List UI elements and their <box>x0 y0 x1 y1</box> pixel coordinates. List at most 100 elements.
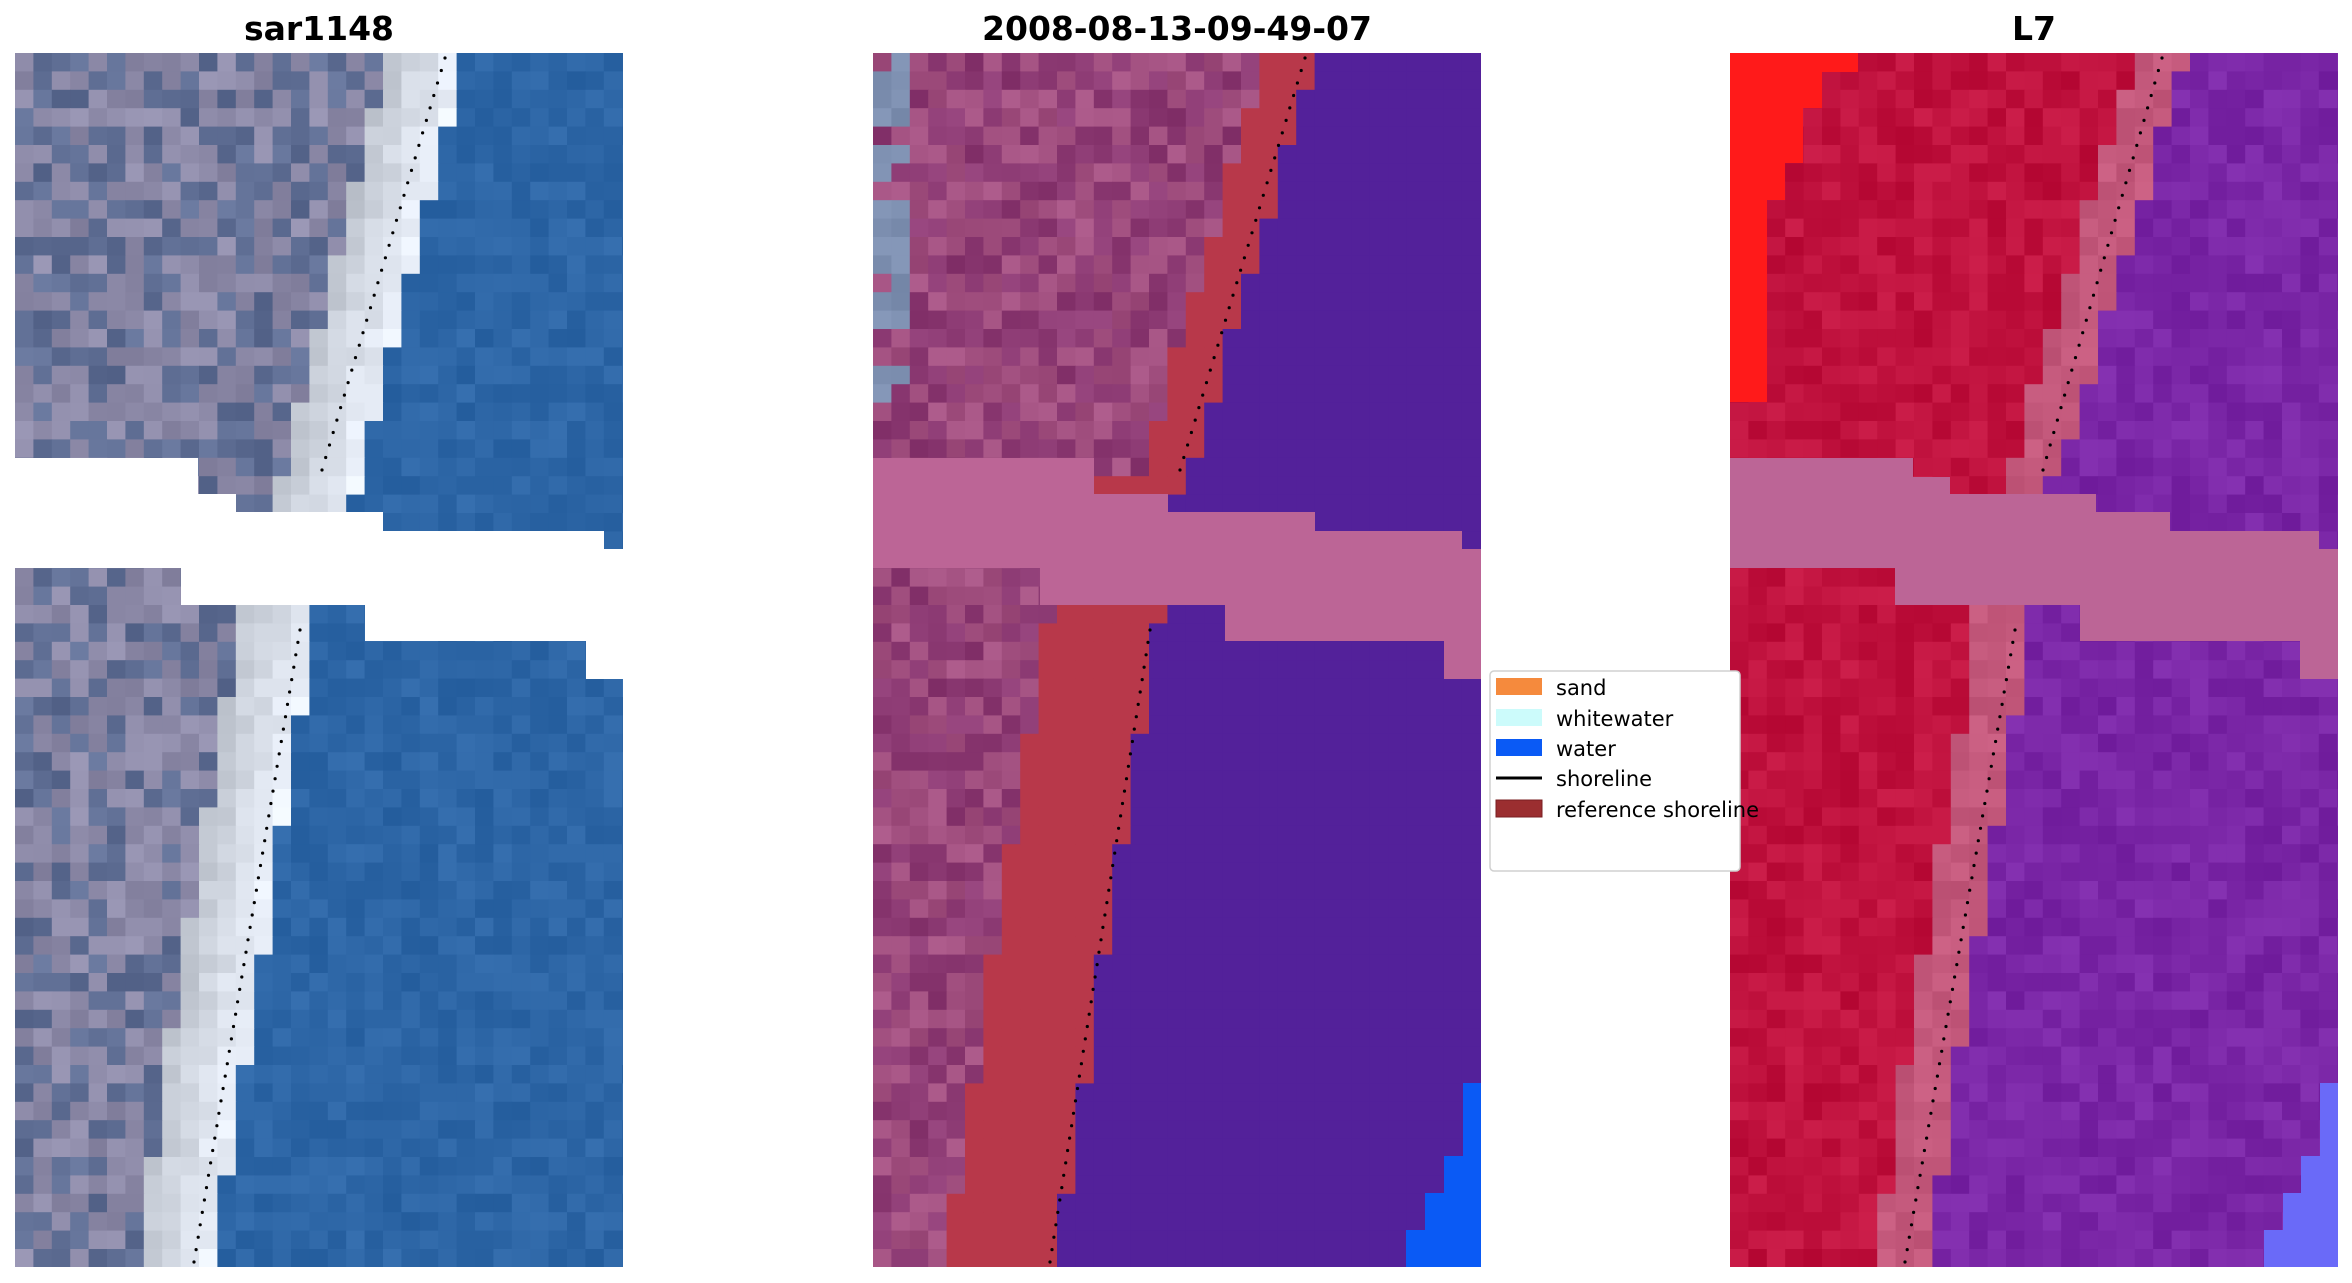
class-pixel <box>1222 237 1242 256</box>
class-pixel <box>1259 89 1279 109</box>
class-pixel <box>1057 200 1076 220</box>
rgb-pixel <box>107 1009 126 1029</box>
class-pixel <box>1001 1083 1021 1103</box>
class-pixel <box>1204 1009 1224 1029</box>
rgb-pixel <box>493 145 513 164</box>
class-pixel <box>1406 789 1426 808</box>
class-pixel <box>946 605 966 624</box>
shoreline-dot <box>1111 863 1115 868</box>
rgb-pixel <box>309 1212 329 1232</box>
class-pixel <box>1001 697 1021 716</box>
rgb-pixel <box>88 163 108 183</box>
class-pixel <box>1296 1157 1316 1176</box>
index-pixel <box>1877 181 1897 201</box>
class-pixel <box>909 825 929 845</box>
class-pixel <box>1443 439 1463 459</box>
rgb-pixel <box>511 917 531 937</box>
shoreline-dot <box>1124 777 1129 781</box>
class-pixel <box>1038 623 1058 643</box>
rgb-pixel <box>15 181 34 201</box>
rgb-pixel <box>511 476 531 496</box>
rgb-pixel <box>125 402 145 422</box>
class-pixel <box>1222 1083 1242 1103</box>
class-pixel <box>983 329 1003 348</box>
rgb-pixel <box>456 697 476 716</box>
class-pixel <box>1259 862 1279 882</box>
class-pixel <box>909 678 929 698</box>
rgb-pixel <box>125 273 145 293</box>
rgb-pixel <box>622 605 623 624</box>
rgb-pixel <box>567 1009 586 1029</box>
class-pixel <box>1020 733 1040 753</box>
rgb-pixel <box>622 255 623 275</box>
rgb-pixel <box>493 310 513 330</box>
class-pixel <box>1241 1101 1260 1121</box>
class-pixel <box>946 89 966 109</box>
index-pixel <box>1987 200 2007 220</box>
class-pixel <box>909 1249 929 1267</box>
rgb-pixel <box>511 494 531 514</box>
rgb-pixel <box>51 862 71 882</box>
shoreline-dot <box>1142 665 1146 669</box>
class-pixel <box>1277 292 1297 312</box>
shoreline-dot <box>1126 764 1130 768</box>
rgb-pixel <box>162 126 182 146</box>
rgb-pixel <box>33 917 53 937</box>
class-pixel <box>1204 218 1224 238</box>
class-pixel <box>928 605 948 624</box>
class-pixel <box>965 1212 984 1232</box>
class-pixel <box>946 1212 966 1232</box>
class-pixel <box>965 237 984 256</box>
rgb-pixel <box>419 292 439 312</box>
class-pixel <box>1057 660 1076 680</box>
index-pixel <box>2042 200 2062 220</box>
index-pixel <box>2282 53 2301 72</box>
class-pixel <box>1112 789 1132 808</box>
rgb-pixel <box>401 1120 421 1140</box>
class-pixel <box>1130 1065 1150 1084</box>
rgb-pixel <box>346 402 366 422</box>
rgb-pixel <box>125 1138 145 1158</box>
class-pixel <box>1369 89 1389 109</box>
index-pixel <box>2116 200 2136 220</box>
rgb-pixel <box>162 1138 182 1158</box>
class-pixel <box>1241 237 1260 256</box>
class-pixel <box>1057 365 1076 385</box>
class-pixel <box>965 71 984 91</box>
rgb-pixel <box>309 991 329 1011</box>
rgb-pixel <box>235 402 255 422</box>
class-pixel <box>1480 807 1481 827</box>
class-pixel <box>1057 218 1076 238</box>
rgb-pixel <box>254 255 274 275</box>
rgb-pixel <box>346 1046 366 1066</box>
class-pixel <box>1130 789 1150 808</box>
class-pixel <box>965 586 984 606</box>
rgb-pixel <box>603 494 623 514</box>
rgb-pixel <box>364 347 384 367</box>
class-pixel <box>1259 973 1279 992</box>
class-pixel <box>891 660 911 680</box>
rgb-pixel <box>475 402 494 422</box>
rgb-pixel <box>456 991 476 1011</box>
shoreline-dot <box>1257 206 1262 210</box>
class-pixel <box>909 881 929 900</box>
class-pixel <box>1057 421 1076 440</box>
rgb-pixel <box>364 807 384 827</box>
rgb-pixel <box>530 292 550 312</box>
index-pixel <box>2282 89 2301 109</box>
rgb-pixel <box>309 641 329 661</box>
rgb-pixel <box>401 881 421 900</box>
rgb-pixel <box>603 844 623 864</box>
class-pixel <box>873 936 892 956</box>
rgb-pixel <box>291 457 310 477</box>
class-pixel <box>1020 844 1040 864</box>
class-pixel <box>1204 1157 1224 1176</box>
index-pixel <box>1858 71 1878 91</box>
rgb-pixel <box>180 697 200 716</box>
rgb-pixel <box>475 752 494 772</box>
index-pixel <box>2098 89 2117 109</box>
rgb-pixel <box>143 789 163 808</box>
rgb-pixel <box>493 439 513 459</box>
rgb-pixel <box>419 163 439 183</box>
rgb-pixel <box>327 329 347 348</box>
